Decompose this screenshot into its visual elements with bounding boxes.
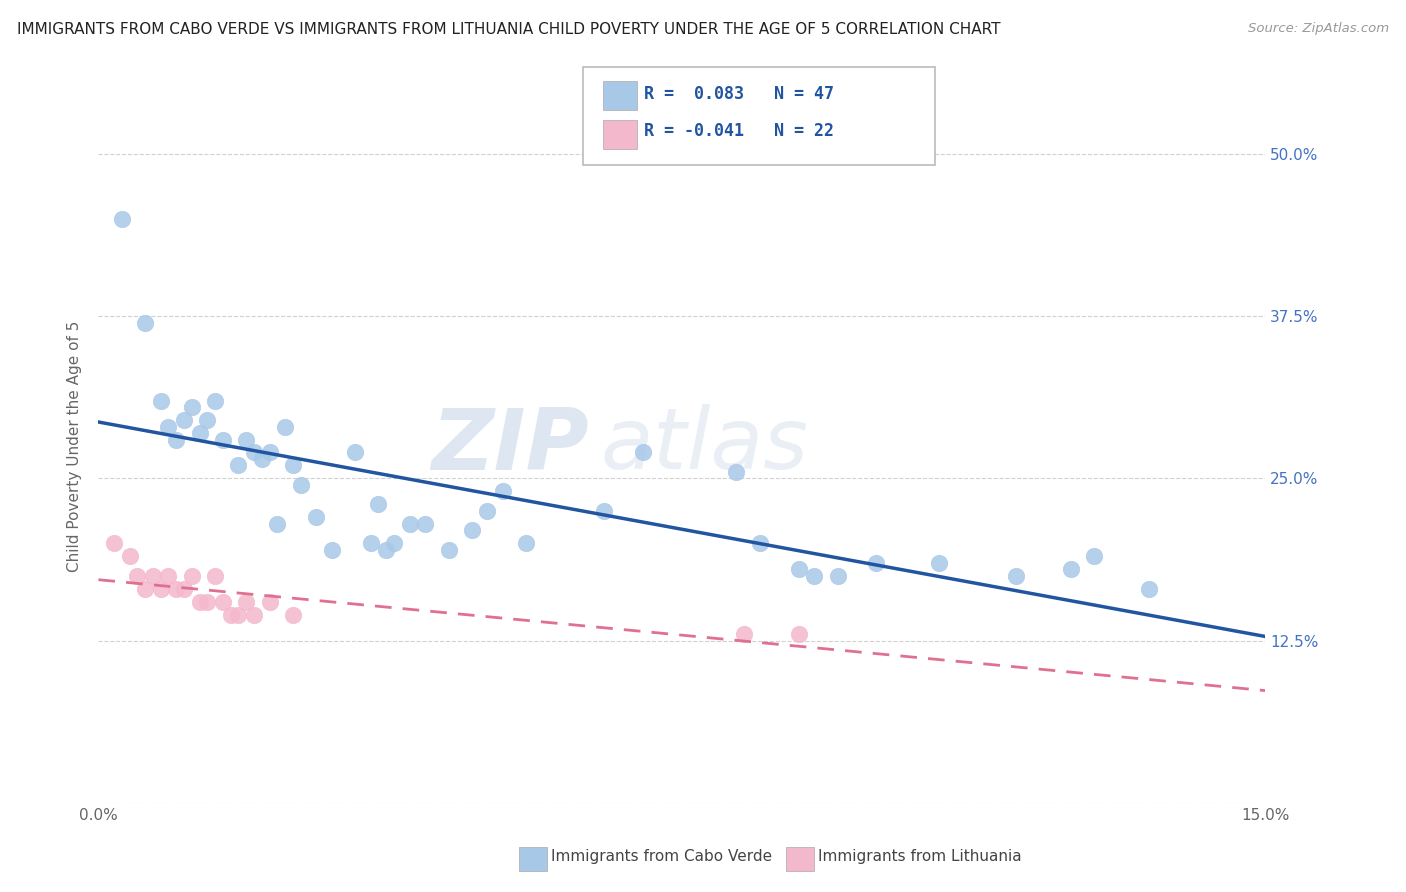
Point <box>865 556 887 570</box>
Point <box>259 445 281 459</box>
Point <box>344 445 367 459</box>
Point <box>360 536 382 550</box>
Point <box>250 452 273 467</box>
Point <box>212 433 235 447</box>
Point <box>321 542 343 557</box>
Point <box>928 556 950 570</box>
Point <box>219 607 242 622</box>
Point <box>1060 562 1083 576</box>
Point <box>827 568 849 582</box>
Point <box>787 562 810 576</box>
Point <box>127 568 149 582</box>
Text: Immigrants from Lithuania: Immigrants from Lithuania <box>818 849 1022 863</box>
Point <box>477 504 499 518</box>
Point <box>1083 549 1105 564</box>
Point <box>180 568 202 582</box>
Point <box>748 536 770 550</box>
Point <box>149 393 172 408</box>
Point <box>111 211 134 226</box>
Point <box>281 458 304 473</box>
Point <box>173 582 195 596</box>
Point <box>134 582 156 596</box>
Point <box>259 595 281 609</box>
Point <box>515 536 537 550</box>
Point <box>305 510 328 524</box>
Point <box>367 497 389 511</box>
Text: Immigrants from Cabo Verde: Immigrants from Cabo Verde <box>551 849 772 863</box>
Point <box>195 595 218 609</box>
Point <box>165 433 187 447</box>
Point <box>188 425 211 440</box>
Point <box>437 542 460 557</box>
Y-axis label: Child Poverty Under the Age of 5: Child Poverty Under the Age of 5 <box>67 320 83 572</box>
Point <box>787 627 810 641</box>
Point <box>149 582 172 596</box>
Point <box>593 504 616 518</box>
Point <box>118 549 141 564</box>
Point <box>382 536 405 550</box>
Point <box>235 595 257 609</box>
Point <box>204 568 226 582</box>
Point <box>243 607 266 622</box>
Text: IMMIGRANTS FROM CABO VERDE VS IMMIGRANTS FROM LITHUANIA CHILD POVERTY UNDER THE : IMMIGRANTS FROM CABO VERDE VS IMMIGRANTS… <box>17 22 1001 37</box>
Point <box>243 445 266 459</box>
Point <box>157 568 180 582</box>
Point <box>631 445 654 459</box>
Text: R = -0.041   N = 22: R = -0.041 N = 22 <box>644 122 834 140</box>
Point <box>228 607 250 622</box>
Point <box>188 595 211 609</box>
Point <box>733 627 755 641</box>
Point <box>134 316 156 330</box>
Point <box>180 400 202 414</box>
Point <box>266 516 288 531</box>
Text: ZIP: ZIP <box>430 404 589 488</box>
Point <box>165 582 187 596</box>
Point <box>204 393 226 408</box>
Point <box>461 524 484 538</box>
Point <box>492 484 515 499</box>
Point <box>413 516 436 531</box>
Point <box>725 465 748 479</box>
Point <box>235 433 257 447</box>
Point <box>274 419 297 434</box>
Point <box>398 516 420 531</box>
Text: R =  0.083   N = 47: R = 0.083 N = 47 <box>644 85 834 103</box>
Point <box>142 568 165 582</box>
Point <box>375 542 398 557</box>
Point <box>228 458 250 473</box>
Point <box>281 607 304 622</box>
Point <box>157 419 180 434</box>
Point <box>1137 582 1160 596</box>
Point <box>173 413 195 427</box>
Point <box>212 595 235 609</box>
Text: atlas: atlas <box>600 404 808 488</box>
Point <box>1005 568 1028 582</box>
Point <box>103 536 125 550</box>
Point <box>195 413 218 427</box>
Text: Source: ZipAtlas.com: Source: ZipAtlas.com <box>1249 22 1389 36</box>
Point <box>803 568 825 582</box>
Point <box>290 478 312 492</box>
